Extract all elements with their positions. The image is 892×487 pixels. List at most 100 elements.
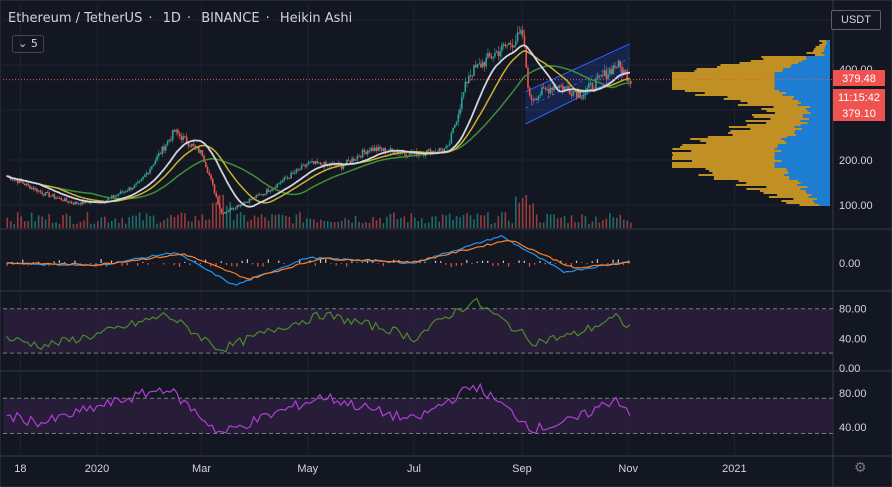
volume-profile-bar (720, 64, 792, 66)
candle (349, 160, 352, 163)
candle (408, 151, 411, 156)
volume-profile-bar (784, 140, 830, 142)
volume-profile-bar (800, 188, 830, 190)
volume-bar (278, 213, 280, 228)
candle (112, 195, 115, 198)
candle (340, 164, 343, 169)
candle (177, 129, 179, 134)
volume-profile-bar (810, 106, 830, 108)
time-axis-label: 2020 (85, 463, 109, 475)
candle (607, 74, 609, 80)
candle (361, 149, 364, 158)
candle (232, 208, 235, 210)
candle (535, 98, 538, 100)
candle (13, 179, 16, 181)
gear-icon[interactable]: ⚙ (854, 459, 867, 475)
volume-bar (138, 212, 141, 228)
volume-profile-bar (800, 182, 830, 184)
volume-profile-bar (807, 110, 830, 112)
volume-profile-bar (805, 56, 830, 58)
volume-profile-bar (800, 124, 830, 126)
volume-bar (79, 221, 82, 228)
candle (365, 151, 367, 155)
candle (356, 156, 359, 160)
volume-profile-bar (713, 178, 790, 180)
candle (37, 190, 40, 192)
candle (255, 194, 258, 199)
candle (46, 191, 49, 193)
volume-profile-bar (672, 80, 775, 82)
candle (622, 69, 625, 75)
macd-histogram-bar (476, 261, 478, 263)
price-axis-label: 200.00 (839, 155, 873, 167)
volume-profile-bar (800, 120, 830, 122)
candle (265, 189, 268, 195)
symbol-name[interactable]: Ethereum / TetherUS (8, 11, 143, 26)
volume-profile-bar (709, 170, 788, 172)
volume-profile-bar (750, 128, 803, 130)
currency-button[interactable]: USDT (831, 10, 881, 30)
candle (621, 67, 623, 75)
volume-bar (434, 216, 437, 228)
volume-profile-bar (786, 142, 830, 144)
candle (258, 194, 261, 196)
volume-bar (528, 204, 531, 228)
candle (393, 150, 395, 155)
candle (433, 150, 435, 153)
interval-label[interactable]: 1D (162, 11, 181, 26)
ma-slow-line (6, 65, 630, 200)
volume-bar (556, 218, 559, 228)
candle (447, 145, 449, 147)
volume-bar (299, 212, 301, 228)
candle (283, 177, 285, 181)
candle (459, 108, 461, 115)
macd-histogram-bar (210, 263, 212, 267)
candle (27, 183, 29, 186)
volume-profile-bar (795, 130, 830, 132)
candle (173, 130, 176, 132)
volume-profile-bar (777, 146, 830, 148)
volume-bar (211, 203, 214, 228)
candle (380, 149, 383, 151)
candle (568, 89, 571, 95)
macd-histogram-bar (189, 263, 191, 266)
volume-bar (250, 219, 252, 228)
macd-histogram-bar (497, 263, 499, 266)
macd-histogram-bar (173, 263, 175, 266)
volume-profile-bar (775, 154, 830, 156)
candle (83, 200, 85, 204)
volume-profile-bar (700, 140, 785, 142)
indicator-toggle-button[interactable]: ⌄ 5 (12, 35, 44, 53)
macd-histogram-bar (137, 263, 139, 266)
candle (114, 195, 117, 198)
macd-histogram-bar (481, 260, 484, 263)
volume-bar (257, 217, 259, 228)
price-tag (833, 70, 885, 86)
volume-profile-bar (810, 112, 830, 114)
price-tag (833, 89, 885, 105)
volume-profile-bar (713, 176, 790, 178)
candle (389, 148, 392, 152)
candle (466, 81, 468, 84)
volume-profile-bar (794, 96, 830, 98)
candle (51, 194, 54, 196)
candle (558, 85, 561, 88)
volume-profile-bar (732, 134, 796, 136)
volume-profile-bar (753, 116, 804, 118)
volume-profile-bar (806, 192, 830, 194)
volume-bar (340, 220, 343, 228)
volume-profile-bar (815, 46, 825, 48)
candle (473, 65, 475, 76)
volume-bar (549, 214, 552, 228)
candle (629, 80, 632, 84)
candle (521, 30, 524, 36)
volume-profile-bar (774, 74, 830, 76)
time-axis-label: May (297, 463, 318, 475)
rsi2-band (3, 398, 833, 434)
time-axis-label: Jul (407, 463, 421, 475)
candle (544, 87, 547, 90)
volume-bar (135, 215, 137, 228)
volume-bar (420, 218, 423, 228)
volume-profile-bar (750, 60, 803, 62)
